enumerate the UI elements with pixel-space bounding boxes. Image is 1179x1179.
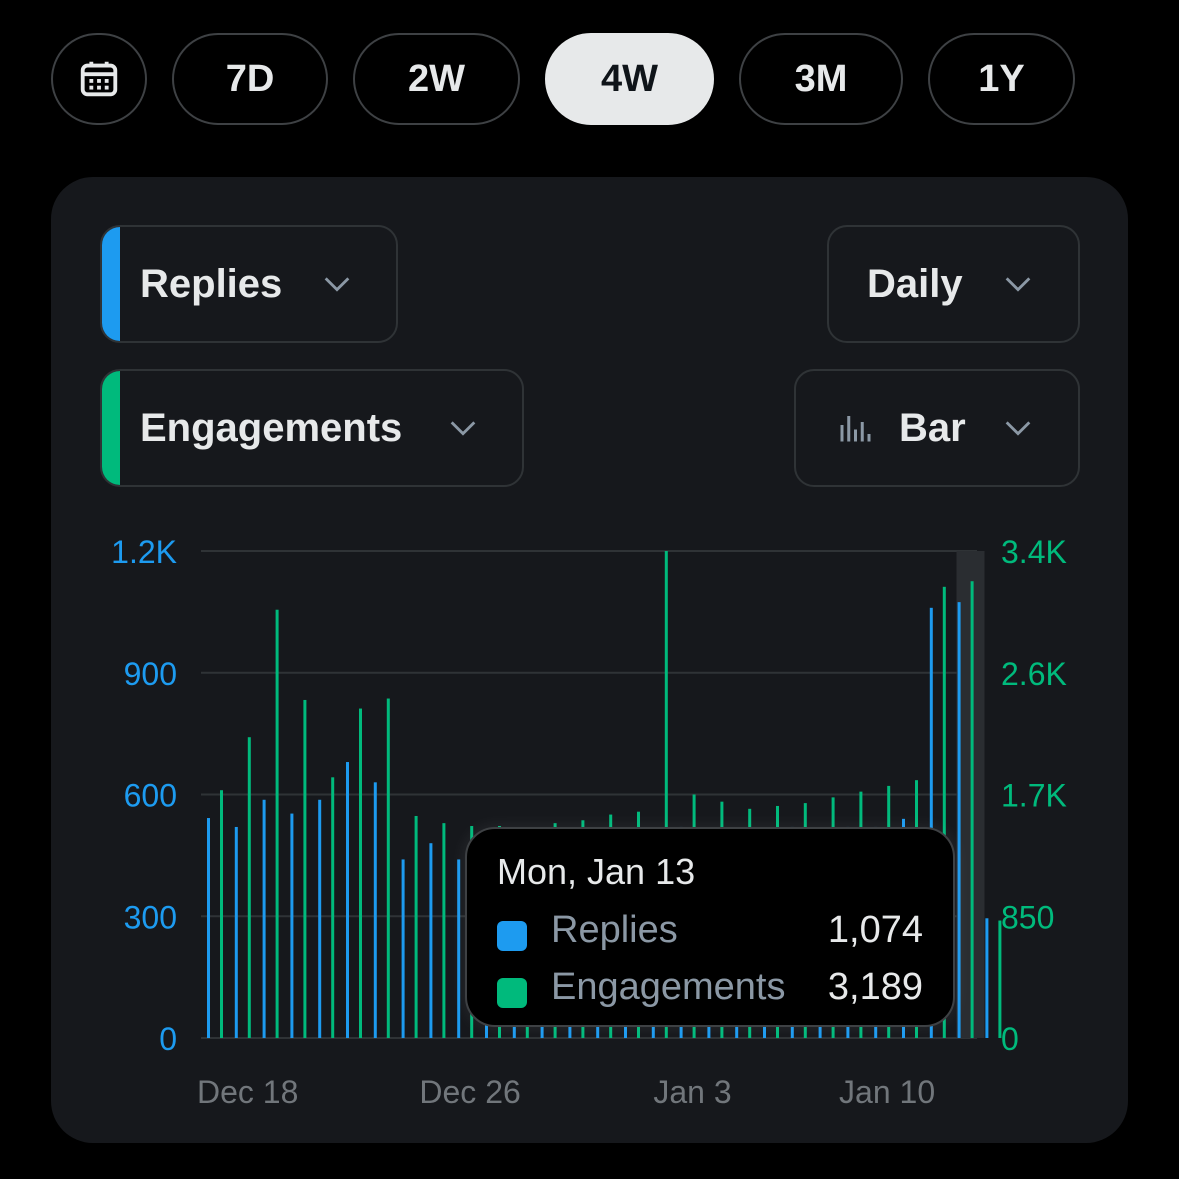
bar-engagements — [414, 815, 418, 1038]
y-left-tick-label: 300 — [124, 899, 177, 935]
interval-label: Daily — [867, 261, 963, 306]
bar-replies — [318, 799, 322, 1038]
y-right-tick-label: 0 — [1001, 1021, 1019, 1057]
bar-replies — [401, 859, 405, 1038]
tooltip-row-engagements: Engagements 3,189 — [497, 966, 923, 1016]
bar-replies — [207, 818, 210, 1038]
range-7d-button[interactable]: 7D — [172, 33, 328, 125]
x-tick-label: Jan 10 — [839, 1074, 935, 1110]
tooltip-value-replies: 1,074 — [827, 909, 923, 951]
calendar-button[interactable] — [51, 33, 147, 125]
chart-type-label: Bar — [899, 405, 966, 450]
tooltip-label-engagements: Engagements — [551, 966, 786, 1008]
y-left-tick-label: 0 — [159, 1021, 177, 1057]
y-right-tick-label: 3.4K — [1001, 534, 1067, 570]
range-2w-button[interactable]: 2W — [353, 33, 520, 125]
bar-engagements — [247, 737, 251, 1038]
y-right-tick-label: 2.6K — [1001, 656, 1067, 692]
y-right-tick-label: 1.7K — [1001, 778, 1067, 814]
range-4w-button[interactable]: 4W — [545, 33, 714, 125]
tooltip-label-replies: Replies — [551, 909, 678, 951]
y-left-tick-label: 900 — [124, 656, 177, 692]
chevron-down-icon — [324, 277, 350, 292]
bar-engagements — [970, 581, 974, 1038]
x-tick-label: Dec 18 — [197, 1074, 298, 1110]
metric1-color-stripe — [102, 227, 120, 341]
range-3m-button[interactable]: 3M — [739, 33, 903, 125]
metric2-label: Engagements — [140, 405, 403, 450]
bar-engagements — [942, 586, 946, 1038]
bar-replies — [957, 602, 961, 1038]
bar-engagements — [303, 699, 307, 1038]
chevron-down-icon — [1005, 277, 1031, 292]
highlight-column — [956, 551, 985, 1038]
x-tick-label: Jan 3 — [653, 1074, 731, 1110]
bar-replies — [457, 859, 461, 1038]
bar-chart-icon — [840, 416, 871, 442]
metric2-color-stripe — [102, 371, 120, 485]
metric1-label: Replies — [140, 261, 283, 306]
tooltip-swatch-engagements — [497, 978, 527, 1008]
bar-engagements — [664, 551, 668, 1038]
chart-type-dropdown[interactable]: Bar — [794, 369, 1080, 487]
x-tick-label: Dec 26 — [419, 1074, 520, 1110]
tooltip-swatch-replies — [497, 921, 527, 951]
bar-replies — [929, 607, 933, 1038]
bar-replies — [234, 826, 238, 1038]
y-right-tick-label: 850 — [1001, 899, 1054, 935]
bar-replies — [290, 813, 294, 1038]
bar-engagements — [220, 790, 223, 1038]
bar-engagements — [275, 609, 279, 1038]
metric1-dropdown[interactable]: Replies — [100, 225, 398, 343]
tooltip-value-engagements: 3,189 — [827, 966, 923, 1008]
bar-engagements — [386, 698, 390, 1038]
bar-replies — [429, 843, 433, 1038]
chevron-down-icon — [450, 421, 476, 436]
bar-replies — [373, 782, 377, 1038]
bar-engagements — [331, 777, 335, 1038]
chart-card: Replies Daily Engagements Bar 0 300 600 900… — [51, 177, 1128, 1143]
y-left-tick-label: 1.2K — [111, 534, 177, 570]
chevron-down-icon — [1005, 421, 1031, 436]
metric2-dropdown[interactable]: Engagements — [100, 369, 524, 487]
y-left-tick-label: 600 — [124, 778, 177, 814]
tooltip-date: Mon, Jan 13 — [497, 851, 696, 892]
interval-dropdown[interactable]: Daily — [827, 225, 1080, 343]
chart-tooltip: Mon, Jan 13 Replies 1,074 Engagements 3,… — [465, 827, 955, 1027]
calendar-icon — [80, 61, 118, 97]
bar-engagements — [359, 708, 362, 1038]
tooltip-row-replies: Replies 1,074 — [497, 909, 923, 959]
bar-engagements — [442, 823, 446, 1038]
range-1y-button[interactable]: 1Y — [928, 33, 1075, 125]
bar-replies — [346, 762, 349, 1038]
bar-replies — [985, 918, 989, 1038]
bar-engagements — [998, 920, 1002, 1038]
bar-replies — [262, 799, 266, 1038]
